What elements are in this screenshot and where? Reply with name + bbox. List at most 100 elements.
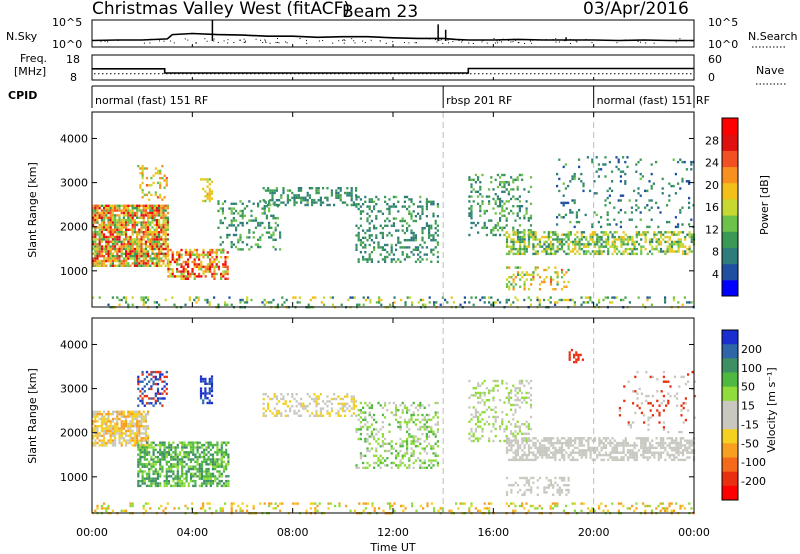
scatter-cell — [468, 420, 471, 423]
scatter-cell — [109, 223, 112, 227]
scatter-cell — [111, 245, 114, 248]
scatter-cell — [103, 437, 106, 440]
scatter-cell — [565, 285, 568, 288]
scatter-cell — [149, 231, 152, 234]
scatter-cell — [410, 404, 413, 407]
scatter-cell — [116, 209, 119, 212]
scatter-cell — [417, 404, 420, 407]
scatter-cell — [393, 296, 396, 299]
scatter-cell — [129, 410, 132, 413]
scatter-cell — [142, 219, 145, 222]
scatter-cell — [573, 225, 576, 229]
scatter-cell — [275, 189, 278, 192]
scatter-cell — [569, 180, 572, 183]
scatter-cell — [357, 418, 360, 421]
scatter-cell — [679, 243, 682, 246]
scatter-cell — [160, 264, 163, 267]
scatter-cell — [505, 425, 508, 428]
scatter-cell — [596, 240, 599, 244]
nsearch-point — [379, 40, 381, 42]
scatter-cell — [657, 231, 660, 234]
scatter-cell — [503, 401, 506, 404]
scatter-cell — [155, 211, 158, 215]
scatter-cell — [143, 451, 146, 454]
scatter-cell — [174, 451, 177, 454]
scatter-cell — [136, 417, 139, 421]
scatter-cell — [213, 270, 216, 273]
scatter-cell — [221, 212, 224, 215]
nsearch-point — [344, 40, 346, 42]
scatter-cell — [145, 463, 149, 466]
scatter-cell — [139, 399, 142, 403]
scatter-cell — [527, 432, 530, 435]
scatter-cell — [94, 420, 97, 423]
scatter-cell — [346, 402, 349, 405]
scatter-cell — [268, 224, 271, 227]
scatter-cell — [164, 264, 167, 267]
scatter-cell — [519, 273, 522, 276]
scatter-cell — [302, 199, 305, 202]
scatter-cell — [560, 240, 564, 244]
scatter-cell — [181, 475, 184, 478]
scatter-cell — [257, 224, 260, 227]
scatter-cell — [235, 229, 238, 232]
scatter-cell — [395, 406, 398, 409]
scatter-cell — [659, 240, 663, 244]
scatter-cell — [512, 226, 515, 229]
scatter-cell — [589, 296, 592, 299]
scatter-cell — [150, 446, 153, 449]
scatter-cell — [142, 255, 145, 258]
nsearch-point — [576, 41, 578, 43]
scatter-cell — [490, 303, 493, 306]
scatter-cell — [219, 236, 222, 239]
scatter-cell — [381, 445, 384, 448]
scatter-cell — [155, 240, 158, 243]
scatter-cell — [105, 264, 108, 267]
scatter-cell — [136, 441, 139, 445]
scatter-cell — [574, 245, 577, 248]
scatter-cell — [137, 453, 140, 456]
scatter-cell — [650, 172, 653, 176]
scatter-cell — [114, 216, 117, 219]
scatter-cell — [160, 231, 163, 234]
scatter-cell — [131, 247, 134, 251]
scatter-cell — [174, 477, 177, 480]
scatter-cell — [114, 444, 117, 447]
scatter-cell — [379, 428, 382, 431]
scatter-cell — [608, 160, 611, 164]
scatter-cell — [156, 458, 160, 461]
scatter-cell — [686, 301, 689, 304]
scatter-cell — [534, 446, 537, 450]
scatter-cell — [142, 298, 145, 302]
scatter-cell — [556, 172, 559, 176]
scatter-cell — [414, 236, 417, 239]
scatter-cell — [560, 245, 564, 248]
scatter-cell — [477, 401, 480, 404]
scatter-cell — [211, 472, 215, 476]
scatter-cell — [165, 453, 168, 456]
scatter-cell — [319, 414, 322, 417]
scatter-cell — [664, 231, 667, 234]
scatter-cell — [344, 395, 347, 398]
scatter-cell — [111, 255, 114, 258]
scatter-cell — [501, 190, 504, 193]
scatter-cell — [552, 456, 555, 459]
scatter-cell — [138, 432, 141, 435]
scatter-cell — [198, 256, 201, 259]
scatter-cell — [145, 402, 149, 405]
scatter-cell — [220, 455, 223, 459]
scatter-cell — [275, 199, 278, 202]
scatter-cell — [620, 243, 623, 246]
scatter-cell — [668, 231, 671, 234]
scatter-cell — [156, 181, 160, 185]
scatter-cell — [159, 370, 162, 374]
scatter-cell — [346, 187, 349, 190]
scatter-cell — [567, 238, 570, 241]
scatter-cell — [534, 456, 537, 459]
scatter-cell — [399, 241, 402, 244]
scatter-cell — [488, 439, 491, 443]
scatter-cell — [194, 453, 197, 456]
scatter-cell — [217, 260, 220, 264]
scatter-cell — [483, 391, 486, 395]
scatter-cell — [122, 240, 125, 243]
